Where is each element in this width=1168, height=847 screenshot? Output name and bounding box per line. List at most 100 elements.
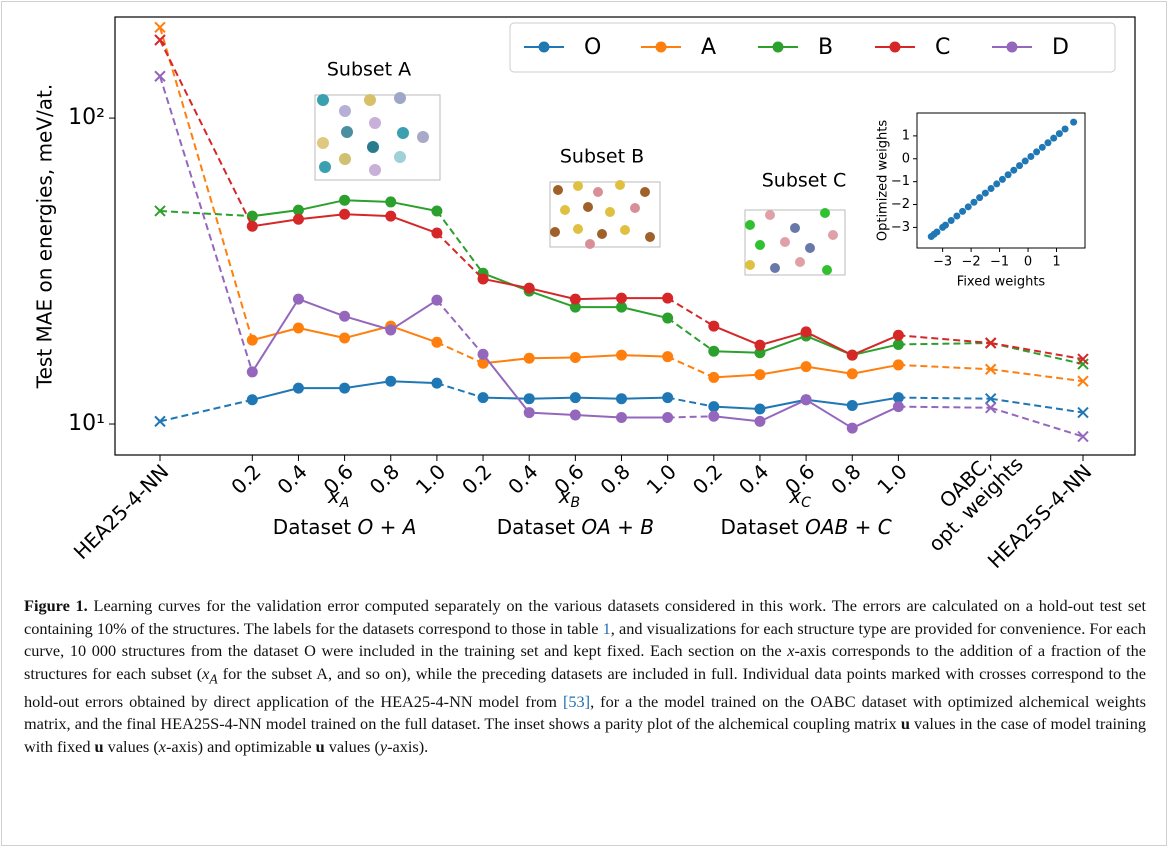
series-segment [991,408,1083,437]
series-segment [991,369,1083,381]
inset-point [1070,119,1077,126]
inset-point [999,176,1006,183]
series-segment [483,273,529,291]
series-segment [668,398,714,407]
point-marker [616,412,627,423]
inset-x-tick-label: −1 [990,255,1009,270]
x-tick-label-group: 1.0 [642,459,681,498]
x-tick-label: 0.8 [595,459,634,498]
caption: Figure 1. Learning curves for the valida… [24,595,1146,758]
series-segment [298,299,344,316]
point-marker [385,376,396,387]
point-marker [385,196,396,207]
point-marker [524,407,535,418]
chart: 10¹10²Test MAE on energies, meV/at.HEA25… [0,0,1168,595]
point-marker [478,349,489,360]
x-tick-label-group: 0.2 [688,459,727,498]
x-tick-label: 1.0 [872,459,911,498]
series-segment [991,399,1083,413]
point-marker [431,295,442,306]
x-tick-label-group: 0.4 [734,459,773,498]
point-marker [801,326,812,337]
series-segment [898,365,990,369]
legend-marker [773,42,784,53]
inset-point [1039,144,1046,151]
series-segment [252,299,298,372]
series-segment [483,354,529,412]
point-marker [524,283,535,294]
series-segment [298,214,344,219]
series-segment [575,415,621,418]
series-segment [575,298,621,299]
caption-label: Figure 1. [24,596,88,615]
inset-x-tick-label: 0 [1024,255,1032,270]
x-tick-label-group: 0.8 [826,459,865,498]
point-marker [754,340,765,351]
legend-marker [1007,42,1018,53]
legend-marker [890,42,901,53]
x-tick-label: 0.2 [457,459,496,498]
inset-point [970,199,977,206]
series-segment [760,400,806,422]
point-marker [339,333,350,344]
x-tick-label-group: 0.2 [457,459,496,498]
series-segment [483,398,529,399]
point-marker [247,366,258,377]
series-segment [668,298,714,326]
x-tick-label: 0.2 [688,459,727,498]
group-prefix: Dataset [497,515,575,539]
point-marker [431,378,442,389]
series-segment [298,200,344,210]
caption-math: u [95,737,104,756]
series-segment [391,300,437,330]
inset-point [953,212,960,219]
point-marker [708,372,719,383]
series-segment [575,355,621,357]
group-prefix: Dataset [720,515,798,539]
inset-x-label: Fixed weights [957,275,1046,290]
point-marker [524,393,535,404]
inset-point [1010,167,1017,174]
structure-a [315,92,440,180]
series-segment [806,367,852,374]
series-segment [483,279,529,288]
subset-title: Subset C [762,170,847,192]
series-segment [714,351,760,353]
inset-point [965,203,972,210]
group-dataset: Dataset OA + B [497,515,654,539]
inset-point [993,180,1000,187]
point-marker [708,321,719,332]
point-marker [339,383,350,394]
caption-text: values ( [104,737,159,756]
series-segment [391,202,437,211]
point-marker [570,352,581,363]
inset-y-label: Optimized weights [876,120,891,242]
inset-x-tick-label: −2 [962,255,981,270]
point-marker [293,294,304,305]
series-segment [898,398,990,399]
x-tick-label-group: 0.8 [365,459,404,498]
point-marker [801,394,812,405]
legend-label: C [935,35,950,60]
point-marker [478,392,489,403]
series-segment [622,355,668,357]
structure-c [745,208,845,275]
series-segment [529,413,575,415]
group-dataset: Dataset OAB + C [720,515,891,539]
y-tick-label: 10¹ [68,411,105,436]
inset-point [933,228,940,235]
series-segment [852,365,898,374]
series-segment [345,381,391,388]
legend-label: O [584,35,601,60]
inset-point [1016,162,1023,169]
x-tick-label: 1.0 [411,459,450,498]
group-prefix: Dataset [273,515,351,539]
group-subscript: A [339,495,350,511]
point-marker [339,311,350,322]
point-marker [847,350,858,361]
inset-point [1062,126,1069,133]
y-axis-label: Test MAE on energies, meV/at. [33,84,57,389]
caption-text: -axis) and optimizable [166,737,316,756]
x-tick-label: 1.0 [642,459,681,498]
point-marker [754,403,765,414]
